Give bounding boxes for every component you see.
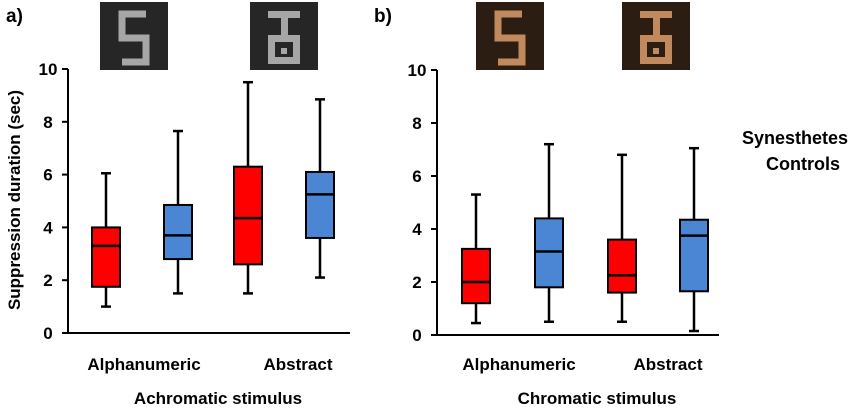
box-synesthetes-abstract xyxy=(607,153,637,323)
category-label-b-alphanumeric: Alphanumeric xyxy=(462,355,575,374)
y-tick-label: 8 xyxy=(412,114,421,133)
stimulus-abstract-achromatic xyxy=(250,2,318,70)
legend-synesthetes: Synesthetes xyxy=(742,128,848,148)
stimulus-alphanumeric-achromatic xyxy=(100,2,168,70)
y-axis-title: Suppression duration (sec) xyxy=(5,90,24,310)
box-synesthetes-alphanumeric xyxy=(461,193,491,325)
legend-controls: Controls xyxy=(766,154,840,174)
box-iqr xyxy=(233,165,263,266)
box-iqr xyxy=(163,203,193,261)
panel-b-plot: 0 2 4 6 8 10 xyxy=(408,61,719,345)
y-tick-label: 2 xyxy=(43,271,52,290)
category-label-a-alphanumeric: Alphanumeric xyxy=(87,355,200,374)
y-tick-label: 0 xyxy=(412,326,421,345)
y-tick-label: 8 xyxy=(43,113,52,132)
box-synesthetes-alphanumeric xyxy=(91,172,121,308)
box-iqr xyxy=(91,226,121,288)
y-tick-label: 6 xyxy=(43,166,52,185)
category-label-a-abstract: Abstract xyxy=(264,355,333,374)
y-tick-label: 0 xyxy=(43,324,52,343)
panel-a-plot: 0 2 4 6 8 10 xyxy=(39,60,350,343)
box-iqr xyxy=(679,218,709,293)
category-label-b-abstract: Abstract xyxy=(634,355,703,374)
y-tick-label: 6 xyxy=(412,167,421,186)
x-axis-title-a: Achromatic stimulus xyxy=(134,389,302,408)
box-iqr xyxy=(607,238,637,294)
x-axis-title-b: Chromatic stimulus xyxy=(518,389,677,408)
box-iqr xyxy=(534,217,564,289)
box-synesthetes-abstract xyxy=(233,80,263,295)
stimulus-alphanumeric-chromatic xyxy=(476,2,544,70)
y-tick-label: 10 xyxy=(39,60,58,79)
box-controls-abstract xyxy=(305,98,335,279)
box-iqr xyxy=(305,170,335,239)
stimulus-abstract-chromatic xyxy=(622,2,690,70)
box-controls-alphanumeric xyxy=(163,129,193,295)
box-controls-abstract xyxy=(679,146,709,333)
panel-b-label: b) xyxy=(374,6,392,27)
box-controls-alphanumeric xyxy=(534,142,564,323)
y-tick-label: 2 xyxy=(412,273,421,292)
y-tick-label: 4 xyxy=(43,218,53,237)
box-iqr xyxy=(461,247,491,305)
y-tick-label: 10 xyxy=(408,61,427,80)
panel-a-label: a) xyxy=(6,6,23,27)
y-tick-label: 4 xyxy=(412,220,422,239)
